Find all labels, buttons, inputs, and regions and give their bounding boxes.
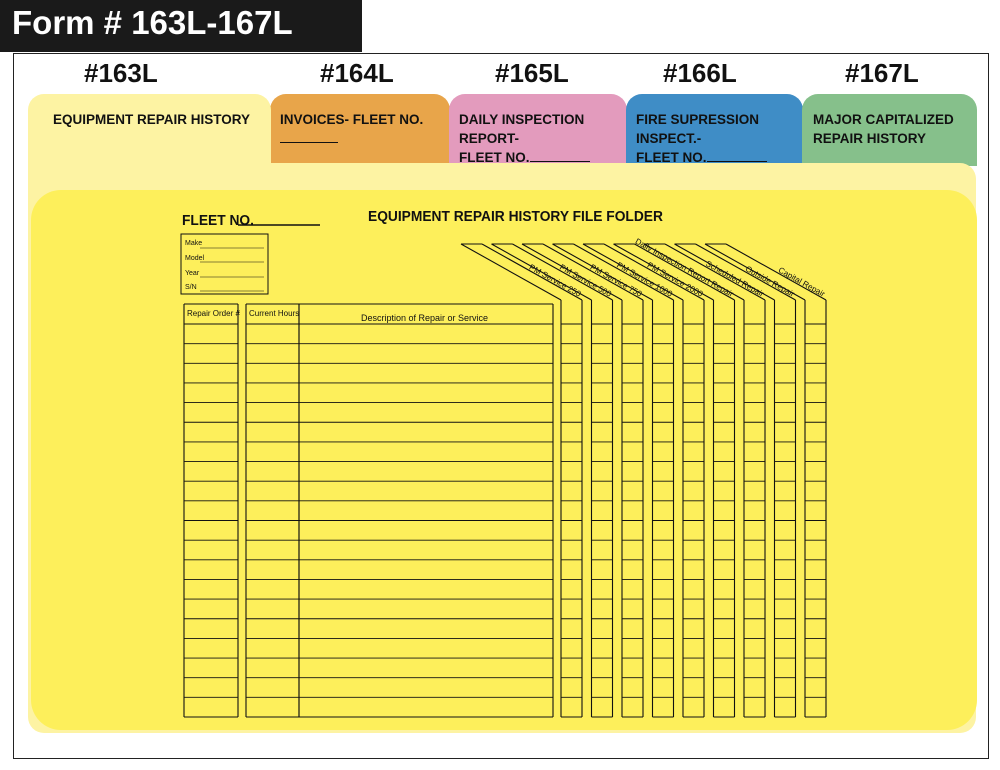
- form-number-167l: #167L: [845, 58, 919, 88]
- column-header-repair-order: Repair Order #: [187, 309, 240, 318]
- column-header-current-hours: Current Hours: [249, 309, 300, 318]
- folder-fleet-label: FLEET NO.: [182, 213, 254, 229]
- info-field-model: Model: [185, 255, 205, 262]
- form-header: Form # 163L-167L: [0, 0, 362, 52]
- check-header-slant: [674, 243, 775, 301]
- check-header-slant: [573, 243, 674, 301]
- form-header-title: Form # 163L-167L: [12, 4, 293, 41]
- check-header-slant: [603, 243, 705, 301]
- check-header-slant: [582, 243, 684, 301]
- info-field-sn: S/N: [185, 284, 197, 291]
- tab-fire-supression-line1: FIRE SUPRESSION INSPECT.-: [636, 112, 760, 146]
- check-header-slant: [725, 243, 827, 301]
- check-header-slant: [704, 243, 806, 301]
- tab-daily-inspection-line2: FLEET NO.: [459, 150, 530, 165]
- fleet-no-blank: [706, 161, 767, 162]
- info-box: [180, 233, 269, 295]
- tab-daily-inspection-line1: DAILY INSPECTION REPORT-: [459, 112, 585, 146]
- column-header-description: Description of Repair or Service: [361, 313, 489, 323]
- check-header-slant: [512, 243, 613, 301]
- form-number-166l: #166L: [663, 58, 737, 88]
- tab-invoices[interactable]: INVOICES- FLEET NO.: [270, 94, 450, 166]
- check-header-slant: [460, 243, 562, 301]
- tab-major-capitalized-line2: REPAIR HISTORY: [813, 131, 927, 146]
- fleet-no-blank: [529, 161, 590, 162]
- check-header-slant: [542, 243, 644, 301]
- check-header-slant: [481, 243, 583, 301]
- check-header-slant: [613, 243, 714, 301]
- tab-fire-supression-line2: FLEET NO.: [636, 150, 707, 165]
- folder-title: EQUIPMENT REPAIR HISTORY FILE FOLDER: [368, 209, 663, 225]
- check-header-slant: [634, 243, 735, 301]
- folder-body: [31, 190, 977, 730]
- tab-major-capitalized-line1: MAJOR CAPITALIZED: [813, 112, 954, 127]
- form-number-164l: #164L: [320, 58, 394, 88]
- tab-equipment-repair-history-label: EQUIPMENT REPAIR HISTORY: [53, 112, 251, 127]
- check-header-slant: [695, 243, 796, 301]
- check-header-slant: [643, 243, 745, 301]
- tab-fire-supression[interactable]: FIRE SUPRESSION INSPECT.- FLEET NO.: [626, 94, 803, 166]
- check-header-slant: [664, 243, 766, 301]
- tab-major-capitalized[interactable]: MAJOR CAPITALIZED REPAIR HISTORY: [802, 94, 977, 166]
- tab-daily-inspection[interactable]: DAILY INSPECTION REPORT- FLEET NO.: [449, 94, 627, 166]
- check-header-slant: [521, 243, 623, 301]
- fleet-no-blank: [280, 142, 338, 143]
- info-field-make: Make: [185, 240, 203, 247]
- tab-invoices-label: INVOICES- FLEET NO.: [280, 112, 424, 127]
- form-number-165l: #165L: [495, 58, 569, 88]
- check-header-slant: [552, 243, 653, 301]
- info-field-year: Year: [185, 270, 200, 277]
- form-number-163l: #163L: [84, 58, 158, 88]
- check-header-slant: [491, 243, 592, 301]
- frame-border: [13, 53, 989, 759]
- tab-equipment-repair-history[interactable]: EQUIPMENT REPAIR HISTORY: [28, 94, 271, 174]
